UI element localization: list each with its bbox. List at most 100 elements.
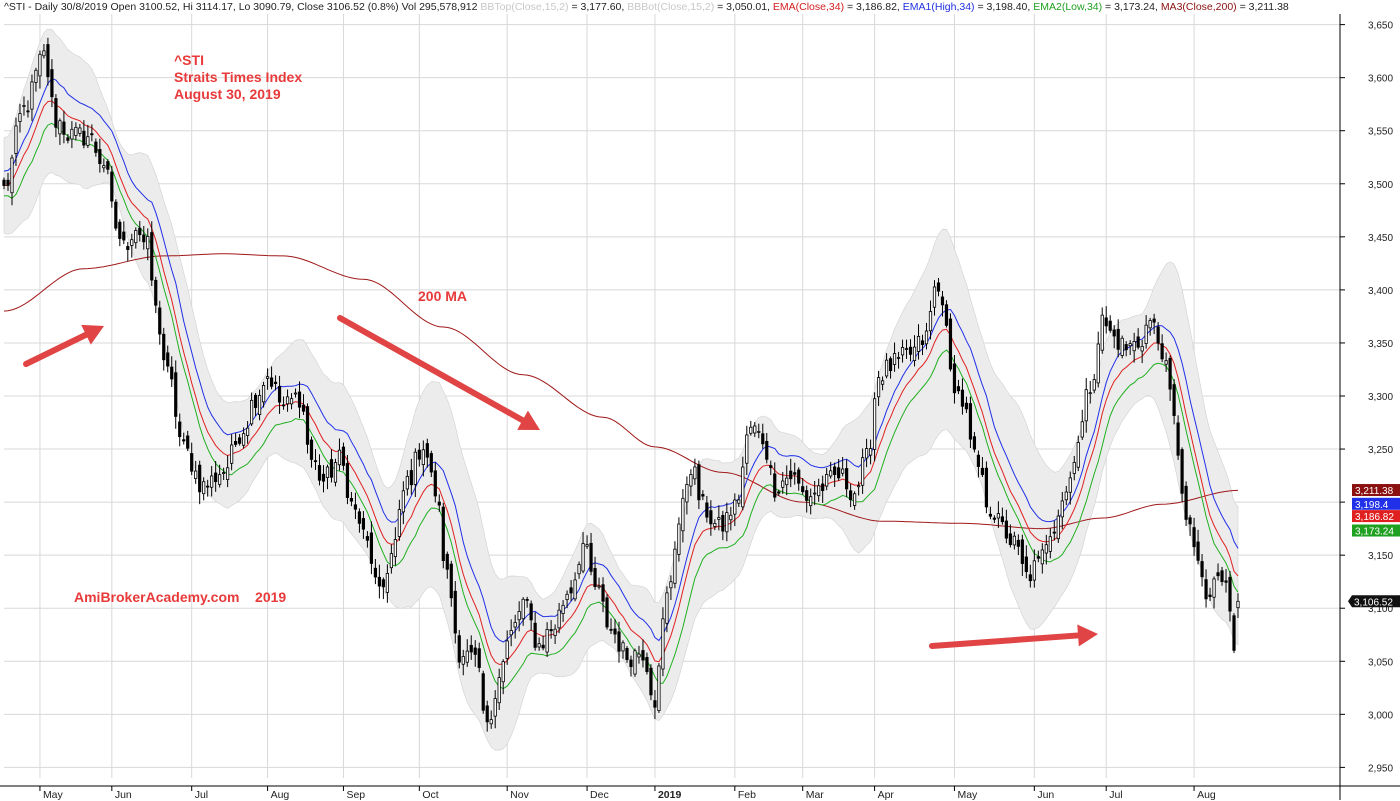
- y-tick-label-8: 3,250: [1368, 445, 1393, 456]
- candle-body-0: [2, 179, 6, 186]
- candle-body-69: [277, 386, 282, 403]
- ema-low-line: [3, 122, 1239, 690]
- candle-body-155: [621, 642, 625, 652]
- last-value-tag-3: [1352, 524, 1400, 537]
- candle-body-253: [1012, 535, 1016, 546]
- candle-body-255: [1020, 539, 1024, 564]
- candle-body-171: [685, 484, 689, 503]
- candle-body-132: [529, 603, 533, 621]
- x-tick-label-9: Feb: [738, 789, 756, 801]
- y-tick-label-6: 3,350: [1368, 339, 1393, 350]
- candle-body-185: [741, 466, 745, 508]
- candle-body-215: [861, 457, 865, 486]
- candle-body-210: [841, 468, 845, 474]
- candle-body-107: [429, 453, 433, 473]
- candle-body-256: [1024, 556, 1028, 573]
- candle-body-252: [1008, 533, 1012, 545]
- candle-body-230: [920, 340, 925, 346]
- candle-body-169: [677, 523, 681, 555]
- candle-body-118: [473, 647, 477, 655]
- candle-body-219: [876, 377, 881, 398]
- candle-body-293: [1172, 384, 1176, 416]
- candle-body-2: [10, 157, 14, 194]
- candle-body-217: [868, 448, 873, 456]
- candle-body-9: [38, 53, 42, 77]
- candle-body-168: [673, 548, 677, 584]
- candle-body-70: [281, 404, 286, 407]
- ma3-value: = 3,211.38: [1236, 1, 1289, 13]
- candle-body-297: [1188, 517, 1192, 525]
- candle-body-163: [653, 700, 657, 708]
- candle-body-39: [158, 307, 162, 335]
- y-tick-label-5: 3,400: [1368, 286, 1393, 297]
- last-value-label-2: 3,186.82: [1355, 512, 1394, 523]
- candle-body-89: [357, 511, 362, 524]
- candle-body-279: [1116, 328, 1120, 350]
- candle-body-47: [190, 453, 194, 472]
- candle-body-81: [325, 466, 330, 478]
- candle-body-187: [749, 426, 753, 434]
- candle-body-181: [725, 512, 729, 533]
- candle-body-298: [1192, 527, 1196, 548]
- x-tick-label-15: Aug: [1197, 789, 1216, 801]
- candle-body-141: [565, 593, 569, 601]
- candle-body-231: [924, 330, 929, 345]
- candle-body-300: [1200, 561, 1204, 578]
- candle-body-295: [1180, 449, 1184, 494]
- candle-body-130: [521, 598, 525, 620]
- candle-body-244: [976, 454, 981, 467]
- candle-body-194: [777, 491, 781, 494]
- candle-body-174: [697, 464, 701, 501]
- candle-body-247: [988, 513, 992, 517]
- y-tick-label-11: 3,100: [1368, 604, 1393, 615]
- candle-body-124: [497, 677, 501, 704]
- candle-body-44: [178, 421, 182, 438]
- candle-body-120: [481, 673, 485, 711]
- candle-body-62: [250, 399, 254, 425]
- candle-body-308: [1232, 615, 1236, 651]
- candle-body-290: [1160, 343, 1164, 360]
- candle-body-146: [585, 544, 589, 547]
- candle-body-189: [757, 431, 761, 433]
- candle-body-77: [309, 439, 314, 460]
- candle-body-55: [222, 472, 226, 475]
- candle-body-28: [114, 201, 118, 229]
- axes: 3,650 3,600 3,550 3,500 3,450 3,400 3,350 3,300…: [0, 14, 1400, 801]
- candle-body-299: [1196, 541, 1200, 561]
- candle-body-180: [721, 515, 725, 532]
- candle-body-30: [122, 231, 126, 241]
- candle-body-32: [130, 239, 134, 246]
- candle-body-125: [501, 661, 505, 683]
- candle-body-149: [597, 585, 601, 588]
- ema-high-line: [3, 78, 1239, 643]
- candle-body-225: [900, 347, 905, 356]
- x-tick-label-2: Jul: [195, 789, 208, 801]
- candle-body-143: [573, 579, 577, 600]
- candle-body-227: [908, 346, 913, 355]
- candle-body-96: [385, 573, 389, 593]
- candle-body-160: [641, 650, 645, 661]
- candle-body-133: [533, 622, 537, 648]
- candle-body-75: [301, 404, 306, 412]
- candlesticks: [2, 37, 1240, 732]
- candle-body-98: [393, 539, 397, 558]
- candle-body-129: [517, 611, 521, 621]
- x-tick-label-6: Nov: [510, 789, 529, 801]
- candle-body-145: [581, 543, 585, 572]
- candle-body-8: [34, 69, 38, 83]
- y-tick-label-3: 3,500: [1368, 180, 1393, 191]
- candle-body-19: [78, 127, 82, 134]
- candle-body-198: [793, 472, 797, 475]
- x-tick-label-10: Mar: [806, 789, 825, 801]
- candle-body-196: [785, 477, 789, 486]
- y-tick-label-13: 3,000: [1368, 710, 1393, 721]
- candle-body-10: [42, 50, 46, 57]
- band-area: [3, 28, 1239, 751]
- candle-body-164: [657, 665, 661, 711]
- ema-label: EMA(Close,34): [772, 1, 845, 13]
- candle-body-114: [457, 635, 461, 663]
- candle-body-186: [745, 434, 749, 464]
- candle-body-273: [1092, 379, 1096, 391]
- candle-body-151: [605, 597, 609, 628]
